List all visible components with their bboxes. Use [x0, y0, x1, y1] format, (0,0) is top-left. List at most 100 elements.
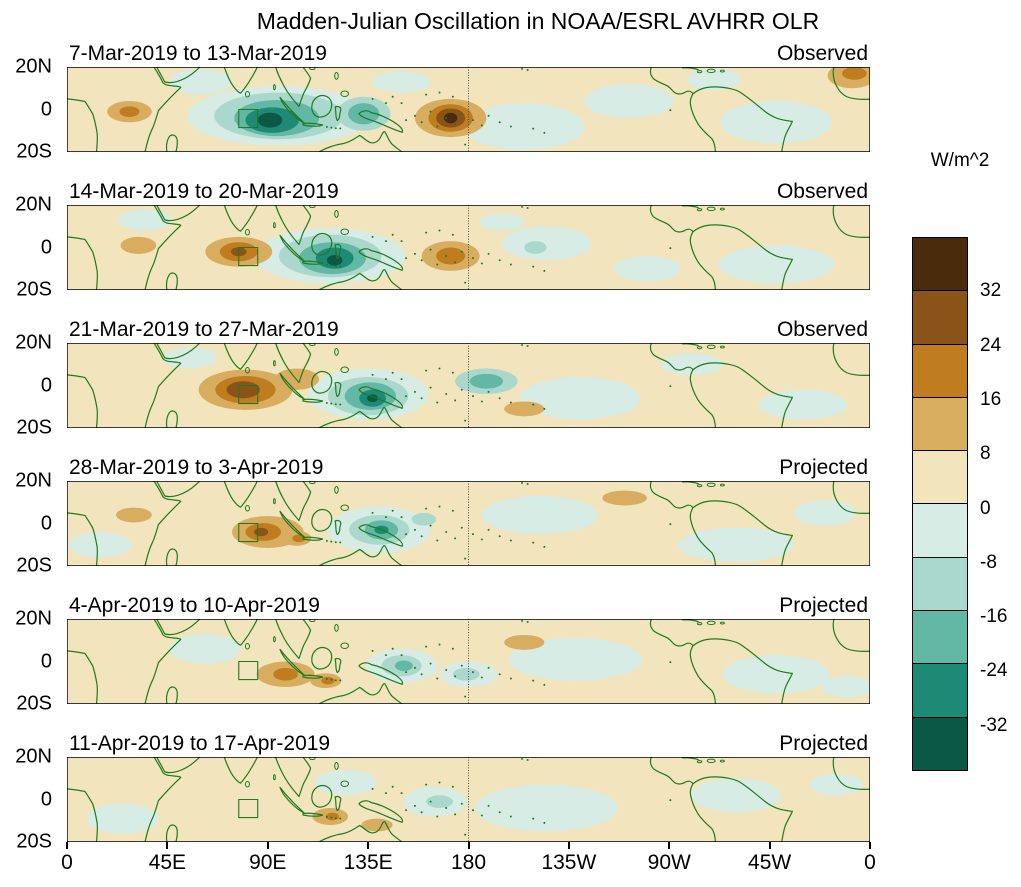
- y-axis-labels: 20N 0 20S: [0, 332, 58, 439]
- island-outline: [707, 345, 715, 348]
- coastline: [650, 205, 715, 290]
- colorbar-box: [912, 556, 968, 612]
- coastline: [359, 525, 403, 546]
- x-tick-label: 0: [61, 851, 73, 874]
- island-dot: [509, 815, 512, 818]
- coastline: [335, 245, 341, 259]
- panel-map: [67, 619, 870, 704]
- x-tick-mark: [266, 842, 269, 849]
- island-outline: [310, 343, 315, 346]
- coastline: [224, 343, 257, 369]
- coastline: [312, 786, 332, 807]
- coastline: [224, 619, 257, 645]
- island-dot: [425, 507, 428, 510]
- island-outline: [274, 499, 276, 504]
- anomaly-contour-blob: [87, 803, 159, 834]
- panel-header: 14-Mar-2019 to 20-Mar-2019 Observed: [67, 176, 870, 205]
- island-dot: [400, 516, 403, 519]
- colorbar-box: [912, 610, 968, 665]
- anomaly-contour-blob: [475, 784, 618, 832]
- coastline: [157, 619, 200, 635]
- coastline: [335, 521, 341, 535]
- island-dot: [371, 649, 374, 652]
- island-outline: [245, 229, 249, 235]
- island-outline: [707, 759, 715, 762]
- island-dot: [391, 647, 394, 650]
- island-dot: [669, 385, 672, 388]
- coastline: [145, 481, 181, 566]
- island-dot: [330, 402, 333, 405]
- coastline: [319, 546, 402, 566]
- island-dot: [543, 545, 546, 548]
- coastline: [650, 481, 715, 566]
- colorbar-tick-label: 0: [980, 497, 991, 519]
- island-outline: [697, 209, 701, 211]
- coastline: [693, 501, 792, 566]
- panel-status-label: Projected: [779, 732, 868, 755]
- y-axis-labels: 20N 0 20S: [0, 194, 58, 301]
- anomaly-contour-blob: [119, 106, 140, 117]
- panel-date-range: 4-Apr-2019 to 10-Apr-2019: [69, 594, 320, 617]
- y-tick-label: 20N: [15, 55, 52, 78]
- anomaly-contour-blob: [118, 209, 172, 231]
- anomaly-contour-blob: [162, 347, 217, 369]
- colorbar-tick-label: 32: [980, 280, 1002, 302]
- colorbar-tick-label: -24: [980, 660, 1008, 682]
- panel-4: 28-Mar-2019 to 3-Apr-2019 Projected 20N 0 20…: [0, 452, 1021, 577]
- island-dot: [384, 792, 387, 795]
- island-dot: [425, 369, 428, 372]
- island-dot: [464, 557, 467, 560]
- island-dot: [436, 539, 439, 542]
- island-dot: [526, 69, 529, 71]
- coastline: [276, 481, 311, 521]
- anomaly-contour-blob: [436, 247, 466, 265]
- coastline: [335, 797, 341, 811]
- island-dot: [371, 235, 374, 238]
- mjo-index-region-box: [239, 110, 258, 128]
- island-dot: [436, 125, 439, 128]
- island-dot: [334, 403, 337, 406]
- coastline: [276, 67, 311, 107]
- coastline: [167, 825, 178, 842]
- island-dot: [543, 269, 546, 272]
- island-outline: [707, 621, 715, 624]
- island-dot: [460, 664, 463, 667]
- anomaly-contour-blob: [169, 633, 241, 664]
- island-dot: [521, 67, 524, 70]
- coastline: [359, 801, 403, 822]
- island-dot: [451, 647, 454, 650]
- island-dot: [420, 673, 423, 676]
- panel-status-label: Projected: [779, 594, 868, 617]
- coastline: [145, 619, 181, 704]
- island-dot: [334, 265, 337, 268]
- island-dot: [526, 483, 529, 485]
- coastline: [224, 481, 257, 507]
- mjo-index-region-box: [239, 386, 258, 404]
- anomaly-contour-blob: [452, 667, 480, 681]
- island-dot: [669, 799, 672, 802]
- colorbar-box: [912, 343, 968, 398]
- island-dot: [532, 817, 535, 820]
- island-dot: [330, 540, 333, 543]
- island-dot: [400, 240, 403, 243]
- anomaly-contour-blob: [613, 256, 681, 282]
- anomaly-contour-blob: [394, 660, 413, 672]
- coastline: [303, 399, 323, 402]
- island-outline: [335, 73, 339, 80]
- panel-map-row: 20N 0 20S: [0, 746, 1021, 853]
- anomaly-contour-blob: [273, 667, 298, 681]
- island-dot: [438, 229, 441, 232]
- island-dot: [425, 93, 428, 96]
- island-dot: [438, 367, 441, 370]
- x-tick-mark: [66, 842, 68, 849]
- anomaly-contour-blob: [678, 527, 795, 562]
- island-dot: [509, 677, 512, 680]
- island-outline: [335, 625, 339, 632]
- island-dot: [384, 240, 387, 243]
- island-outline: [697, 761, 701, 763]
- anomaly-contour-blob: [809, 774, 864, 796]
- panel-header: 21-Mar-2019 to 27-Mar-2019 Observed: [67, 314, 870, 343]
- anomaly-contour-blob: [481, 495, 598, 535]
- y-tick-label: 0: [40, 788, 52, 810]
